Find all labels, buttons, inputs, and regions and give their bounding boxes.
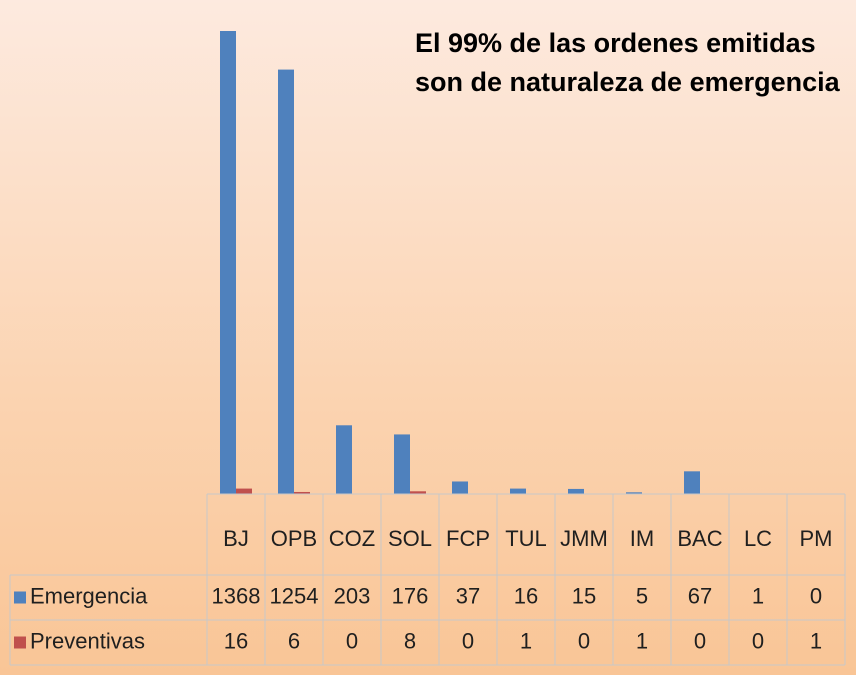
table-value: 5: [636, 583, 648, 608]
table-value: 6: [288, 628, 300, 653]
legend-label: Emergencia: [30, 583, 148, 608]
category-label: SOL: [388, 526, 432, 551]
table-value: 0: [578, 628, 590, 653]
category-label: PM: [800, 526, 833, 551]
table-value: 1: [636, 628, 648, 653]
bar: [294, 491, 310, 494]
table-value: 1368: [212, 583, 261, 608]
category-label: JMM: [560, 526, 608, 551]
bar: [220, 31, 236, 494]
table-value: 0: [694, 628, 706, 653]
table-value: 15: [572, 583, 596, 608]
category-label: COZ: [329, 526, 375, 551]
bar: [626, 492, 642, 494]
table-value: 0: [346, 628, 358, 653]
legend-key: [14, 591, 26, 604]
table-value: 203: [334, 583, 371, 608]
bar: [278, 69, 294, 494]
category-label: BAC: [677, 526, 722, 551]
legend-label: Preventivas: [30, 628, 145, 653]
table-value: 176: [392, 583, 429, 608]
category-label: OPB: [271, 526, 317, 551]
table-value: 1: [520, 628, 532, 653]
table-value: 37: [456, 583, 480, 608]
category-label: FCP: [446, 526, 490, 551]
table-value: 1: [752, 583, 764, 608]
table-value: 16: [514, 583, 538, 608]
bar: [394, 434, 410, 494]
category-label: BJ: [223, 526, 249, 551]
bar: [410, 491, 426, 494]
table-value: 1: [810, 628, 822, 653]
bar: [452, 481, 468, 494]
bar: [510, 488, 526, 494]
table-value: 8: [404, 628, 416, 653]
chart-title: El 99% de las ordenes emitidas son de na…: [415, 28, 840, 97]
bar: [684, 471, 700, 494]
table-value: 16: [224, 628, 248, 653]
table-value: 0: [462, 628, 474, 653]
bar: [568, 488, 584, 494]
category-label: IM: [630, 526, 654, 551]
category-label: TUL: [505, 526, 547, 551]
legend-key: [14, 636, 26, 649]
table-value: 0: [752, 628, 764, 653]
bar: [236, 488, 252, 494]
category-label: LC: [744, 526, 772, 551]
bar: [336, 425, 352, 494]
table-value: 0: [810, 583, 822, 608]
table-value: 67: [688, 583, 712, 608]
table-value: 1254: [270, 583, 319, 608]
